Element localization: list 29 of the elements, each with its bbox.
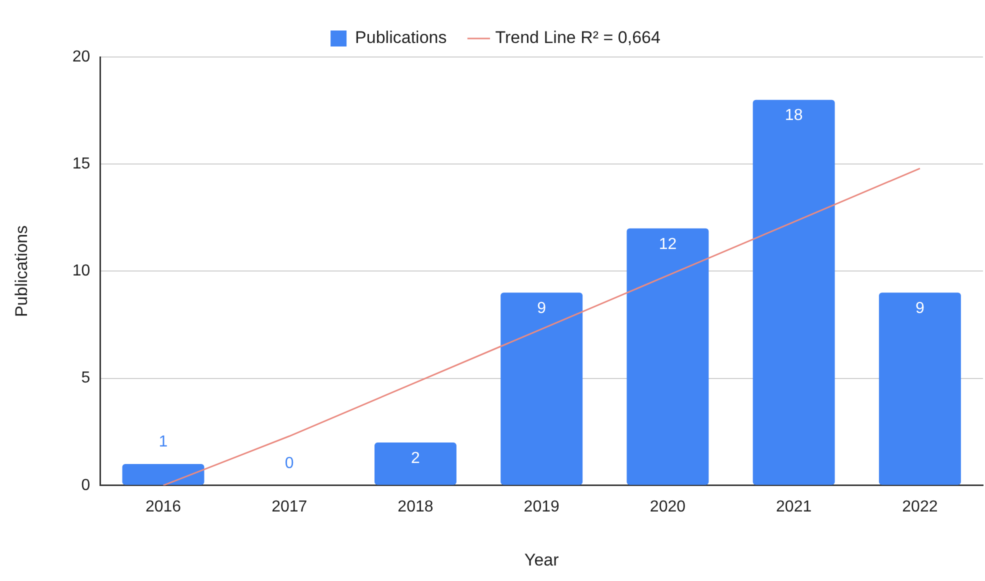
y-axis-title: Publications [12, 225, 31, 318]
bar [878, 292, 961, 485]
data-label: 2 [411, 450, 420, 467]
bar [500, 292, 583, 485]
x-tick-label: 2017 [272, 498, 308, 516]
data-label: 1 [158, 433, 168, 450]
x-tick-label: 2020 [650, 498, 686, 516]
y-tick-label: 20 [72, 48, 90, 66]
x-tick-label: 2021 [776, 498, 812, 516]
bar [626, 228, 709, 485]
data-label: 0 [284, 454, 294, 472]
data-label: 9 [915, 300, 924, 318]
x-tick-label: 2018 [398, 498, 434, 516]
y-tick-label: 15 [72, 156, 90, 173]
data-label: 9 [537, 300, 546, 318]
data-label: 18 [784, 107, 803, 124]
bar [122, 464, 204, 485]
y-tick-label: 0 [81, 476, 90, 494]
bar [752, 100, 835, 485]
x-axis-title: Year [524, 550, 560, 570]
legend-label: Trend Line R² = 0,664 [495, 28, 660, 48]
bar [374, 442, 456, 485]
data-label: 12 [658, 236, 677, 253]
x-tick-label: 2016 [145, 498, 182, 516]
x-tick-label: 2019 [524, 498, 560, 516]
legend-label: Publications [355, 28, 447, 48]
y-tick-label: 10 [72, 262, 90, 280]
y-tick-label: 5 [81, 370, 90, 387]
x-tick-label: 2022 [902, 498, 938, 516]
